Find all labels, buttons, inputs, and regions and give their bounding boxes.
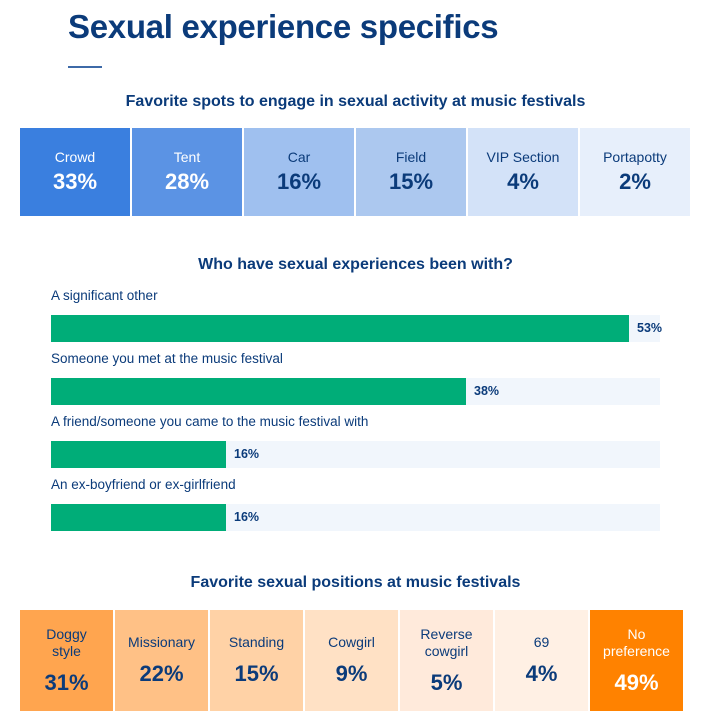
position-tile: No preference 49%	[590, 610, 683, 711]
spot-tile: Car 16%	[244, 128, 354, 216]
partners-section-title: Who have sexual experiences been with?	[198, 256, 513, 273]
bar-row: A significant other 53%	[51, 288, 663, 351]
spot-tile-value: 33%	[52, 169, 98, 194]
spot-tile: VIP Section 4%	[468, 128, 578, 216]
bar-fill	[51, 441, 226, 468]
spot-tile: Field 15%	[356, 128, 466, 216]
bar-label: Someone you met at the music festival	[51, 351, 283, 366]
bar-row: A friend/someone you came to the music f…	[51, 414, 660, 477]
spots-tiles: Crowd 33% Tent 28% Car 16% Field 15% VIP Section…	[20, 128, 690, 216]
position-tile-value: 22%	[139, 661, 184, 686]
position-tile-label: 69	[533, 634, 550, 650]
position-tile-value: 9%	[335, 661, 368, 686]
spot-tile: Tent 28%	[132, 128, 242, 216]
bar-track: 53%	[51, 315, 663, 342]
position-tile: Cowgirl 9%	[305, 610, 398, 711]
bar-value-label: 53%	[637, 321, 663, 335]
partners-bar-chart: A significant other 53% Someone you met at…	[51, 288, 663, 540]
bar-label: An ex-boyfriend or ex-girlfriend	[51, 477, 236, 492]
bar-value-label: 16%	[234, 510, 260, 524]
bar-label: A significant other	[51, 288, 158, 303]
position-tile-value: 4%	[525, 661, 558, 686]
bar-track: 16%	[51, 441, 660, 468]
spot-tile-value: 16%	[276, 169, 322, 194]
position-tile-label: Cowgirl	[328, 634, 375, 650]
spot-tile-value: 4%	[507, 169, 539, 194]
title-divider	[68, 66, 102, 68]
position-tile: Missionary 22%	[115, 610, 208, 711]
bar-row: An ex-boyfriend or ex-girlfriend 16%	[51, 477, 660, 540]
position-tile-value: 49%	[614, 669, 659, 695]
position-tile-label: Missionary	[128, 634, 195, 650]
position-tile-label: Doggy style	[46, 625, 87, 659]
position-tile: Reverse cowgirl 5%	[400, 610, 493, 711]
positions-tiles: Doggy style 31% Missionary 22% Standing 15% Co…	[20, 610, 683, 711]
spot-tile-value: 28%	[164, 169, 210, 194]
spot-tile-label: Tent	[173, 149, 201, 165]
positions-section-title: Favorite sexual positions at music festi…	[190, 574, 521, 591]
bar-track: 16%	[51, 504, 660, 531]
position-tile: Doggy style 31%	[20, 610, 113, 711]
spot-tile-label: Car	[287, 149, 311, 165]
position-tile: Standing 15%	[210, 610, 303, 711]
spot-tile-label: Portapotty	[603, 149, 667, 165]
position-tile-value: 31%	[44, 669, 89, 695]
position-tile-label: Standing	[228, 634, 285, 650]
spot-tile: Crowd 33%	[20, 128, 130, 216]
bar-label: A friend/someone you came to the music f…	[51, 414, 369, 429]
bar-track: 38%	[51, 378, 660, 405]
spots-section-title: Favorite spots to engage in sexual activ…	[125, 93, 586, 110]
position-tile: 69 4%	[495, 610, 588, 711]
bar-fill	[51, 378, 466, 405]
bar-fill	[51, 315, 629, 342]
position-tile-label: Reverse cowgirl	[420, 625, 473, 659]
page-title: Sexual experience specifics	[68, 8, 499, 45]
bar-fill	[51, 504, 226, 531]
position-tile-label: No preference	[603, 625, 670, 659]
bar-value-label: 38%	[474, 384, 500, 398]
position-tile-value: 15%	[234, 661, 279, 686]
spot-tile-label: Crowd	[54, 149, 96, 165]
spot-tile-label: VIP Section	[486, 149, 560, 165]
spot-tile-label: Field	[395, 149, 427, 165]
spot-tile: Portapotty 2%	[580, 128, 690, 216]
position-tile-value: 5%	[430, 669, 463, 695]
bar-row: Someone you met at the music festival 38%	[51, 351, 660, 414]
bar-value-label: 16%	[234, 447, 260, 461]
spot-tile-value: 2%	[619, 169, 651, 194]
spot-tile-value: 15%	[388, 169, 434, 194]
